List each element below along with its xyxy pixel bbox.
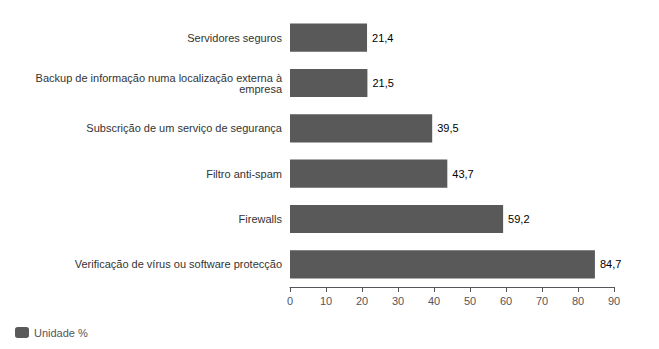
svg-text:10: 10 xyxy=(320,295,332,307)
svg-text:Subscrição de um serviço de se: Subscrição de um serviço de segurança xyxy=(86,122,283,134)
svg-text:Firewalls: Firewalls xyxy=(239,213,283,225)
svg-text:30: 30 xyxy=(392,295,404,307)
svg-text:60: 60 xyxy=(500,295,512,307)
svg-text:84,7: 84,7 xyxy=(600,258,621,270)
svg-text:Filtro anti-spam: Filtro anti-spam xyxy=(206,168,282,180)
svg-text:40: 40 xyxy=(428,295,440,307)
svg-text:39,5: 39,5 xyxy=(437,122,458,134)
svg-text:Backup de informação numa loca: Backup de informação numa localização ex… xyxy=(35,71,282,84)
svg-text:Servidores seguros: Servidores seguros xyxy=(187,32,282,44)
svg-text:21,4: 21,4 xyxy=(372,32,393,44)
svg-text:90: 90 xyxy=(608,295,620,307)
svg-text:0: 0 xyxy=(287,295,293,307)
svg-text:50: 50 xyxy=(464,295,476,307)
svg-text:empresa: empresa xyxy=(239,83,283,95)
svg-text:Verificação de vírus ou softwa: Verificação de vírus ou software protecç… xyxy=(75,258,282,270)
svg-text:Unidade %: Unidade % xyxy=(34,327,88,339)
svg-text:21,5: 21,5 xyxy=(372,77,393,89)
svg-text:20: 20 xyxy=(356,295,368,307)
svg-text:59,2: 59,2 xyxy=(508,213,529,225)
svg-text:70: 70 xyxy=(536,295,548,307)
svg-text:80: 80 xyxy=(572,295,584,307)
svg-text:43,7: 43,7 xyxy=(452,168,473,180)
